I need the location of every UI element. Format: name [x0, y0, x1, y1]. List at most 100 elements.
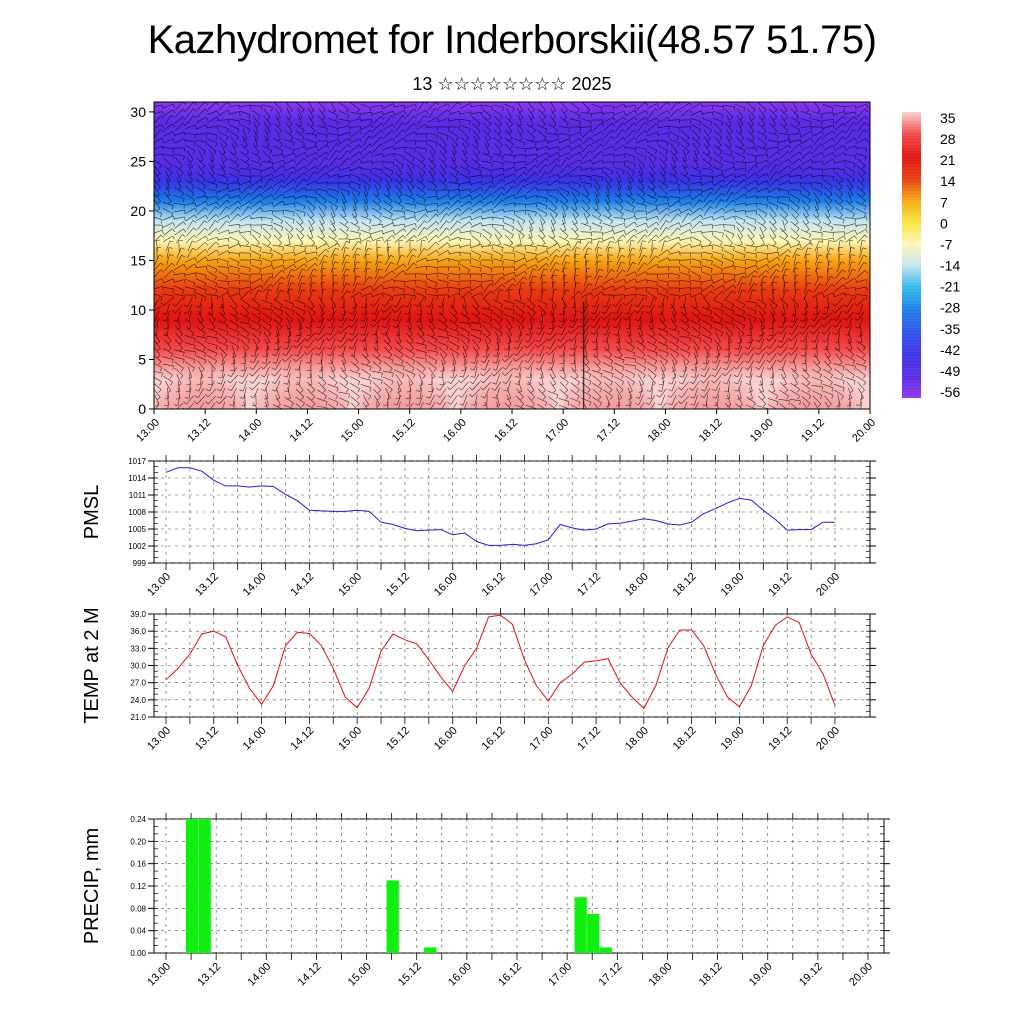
wind-barb-flag [356, 275, 361, 278]
wind-barb-flag [531, 289, 536, 291]
wind-barb [317, 333, 327, 341]
wind-barb-flag [810, 131, 813, 136]
wind-barb-flag [578, 290, 582, 295]
wind-barb-flag [676, 339, 679, 344]
wind-barb-flag [335, 206, 338, 211]
wind-barb [184, 355, 196, 361]
wind-barb [503, 103, 515, 109]
wind-barb [382, 355, 394, 361]
wind-barb [602, 236, 614, 242]
wind-barb [417, 297, 425, 307]
wind-barb-flag [327, 347, 332, 350]
wind-barb-flag [361, 306, 366, 308]
wind-barb [503, 210, 515, 212]
wind-barb [836, 325, 842, 335]
wind-barb-flag [359, 233, 361, 238]
wind-barb [669, 108, 679, 118]
wind-barb-flag [551, 229, 556, 232]
wind-barb [439, 220, 447, 230]
wind-barb-flag [557, 173, 560, 178]
wind-barb [504, 353, 514, 363]
wind-barb [460, 263, 470, 271]
wind-barb-flag [234, 306, 238, 310]
wind-barb-flag [435, 213, 439, 217]
wind-barb-flag [204, 102, 208, 106]
wind-barb-flag [170, 353, 174, 358]
wind-barb-flag [299, 222, 304, 226]
wind-barb-flag [283, 347, 288, 350]
wind-barb [527, 360, 535, 370]
wind-barb [516, 276, 524, 286]
wind-barb-flag [467, 318, 470, 323]
wind-barb-flag [249, 373, 253, 377]
wind-barb [570, 290, 580, 300]
wind-barb-flag [700, 292, 703, 297]
wind-barb-flag [520, 131, 524, 135]
wind-barb [261, 265, 273, 269]
wind-barb-flag [842, 116, 847, 120]
wind-barb-flag [710, 311, 713, 316]
wind-barb [261, 257, 273, 263]
wind-barb-flag [183, 204, 185, 209]
wind-barb [734, 161, 746, 163]
wind-barb-flag [341, 369, 346, 372]
wind-barb-flag [673, 327, 678, 331]
wind-barb-flag [788, 165, 792, 169]
wind-barb-flag [490, 324, 493, 329]
wind-barb [692, 339, 700, 349]
wind-barb-flag [367, 240, 372, 242]
wind-barb-flag [245, 151, 249, 156]
wind-barb [515, 270, 525, 278]
wind-barb [603, 123, 613, 131]
wind-barb-flag [249, 367, 254, 370]
wind-barb-flag [310, 320, 314, 324]
wind-barb-flag [248, 206, 252, 210]
wind-barb-flag [158, 361, 162, 365]
wind-barb-flag [436, 117, 439, 122]
wind-barb-flag [668, 126, 670, 131]
wind-barb [481, 320, 493, 326]
wind-barb-flag [788, 159, 792, 163]
wind-barb [463, 296, 467, 308]
wind-barb [855, 294, 867, 296]
wind-barb-flag [268, 326, 272, 330]
wind-barb [580, 159, 592, 165]
wind-barb [646, 287, 658, 289]
wind-barb-flag [387, 239, 392, 241]
wind-barb-flag [269, 150, 273, 155]
wind-barb [607, 247, 609, 259]
wind-barb-flag [598, 254, 603, 256]
wind-barb [856, 157, 866, 167]
wind-barb [548, 235, 558, 243]
wind-barb-flag [513, 367, 518, 371]
wind-barb-flag [389, 200, 393, 204]
wind-barb-flag [545, 129, 548, 134]
wind-barb [789, 244, 801, 248]
wind-barb-flag [852, 360, 856, 365]
wind-barb [253, 339, 259, 349]
wind-barb-flag [777, 142, 779, 147]
wind-barb [573, 247, 577, 259]
wind-barb [527, 213, 535, 223]
wind-barb [759, 233, 765, 245]
wind-barb-flag [390, 261, 395, 265]
wind-barb [834, 200, 844, 208]
wind-barb [459, 103, 471, 109]
wind-barb-flag [214, 220, 219, 223]
wind-barb [845, 165, 855, 173]
wind-barb [217, 229, 229, 235]
wind-barb [297, 275, 303, 287]
wind-barb [185, 186, 195, 194]
wind-barb [332, 303, 334, 315]
wind-barb [823, 144, 833, 152]
wind-barb-flag [458, 228, 462, 232]
wind-barb [812, 213, 822, 223]
wind-barb [790, 194, 800, 200]
wind-barb-flag [672, 320, 677, 323]
wind-barb [394, 305, 404, 313]
wind-barb [855, 279, 867, 283]
wind-barb-flag [195, 272, 197, 277]
wind-barb [286, 282, 292, 294]
wind-barb [492, 173, 504, 179]
wind-barb [340, 339, 348, 349]
